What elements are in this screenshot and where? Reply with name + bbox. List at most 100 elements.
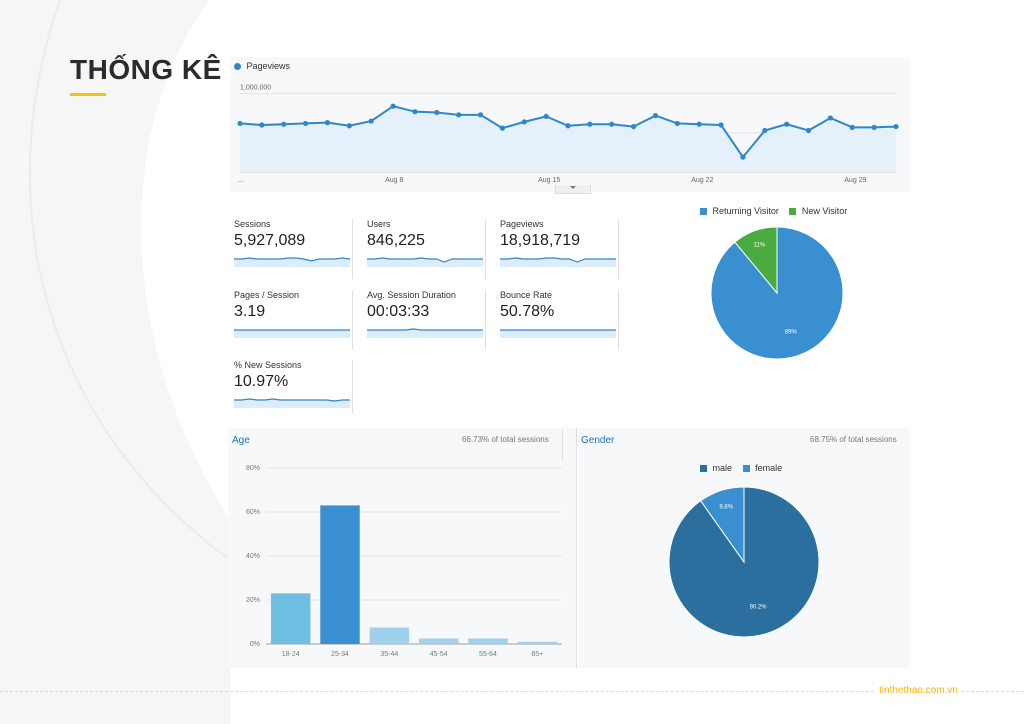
pageviews-point	[805, 127, 812, 134]
metric-value: 18,918,719	[500, 232, 581, 249]
age-y-tick: 80%	[246, 465, 260, 472]
age-note: 66.73% of total sessions	[462, 435, 549, 444]
sparkline-area	[367, 258, 483, 267]
chevron-down-icon	[570, 186, 576, 189]
pageviews-point	[827, 115, 834, 121]
visitor-legend: Returning Visitor New Visitor	[700, 206, 847, 216]
metric-card[interactable]: Pageviews 18,918,719	[496, 219, 619, 279]
female-slice	[699, 486, 745, 564]
new-visitor-label: New Visitor	[801, 206, 848, 216]
metric-label: Pageviews	[500, 219, 544, 229]
sparkline-line	[367, 328, 483, 331]
metric-card[interactable]: Avg. Session Duration 00:03:33	[363, 290, 486, 350]
age-x-tick: 55-64	[479, 651, 497, 658]
pageviews-point	[762, 127, 768, 134]
age-x-tick: 35-44	[380, 651, 398, 658]
age-bar-chart: 80% 60% 40% 20% 0% 18-24 25-34 35-44 45-54 55-64 6…	[246, 465, 562, 658]
metric-card[interactable]: Sessions 5,927,089	[230, 219, 353, 279]
metric-sparkline	[234, 329, 350, 338]
age-bar	[270, 593, 311, 644]
returning-visitor-label: Returning Visitor	[712, 206, 779, 216]
section-divider	[576, 428, 577, 668]
returning-visitor-swatch	[700, 208, 707, 216]
pageviews-point	[893, 123, 899, 130]
metric-label: Avg. Session Duration	[367, 290, 456, 300]
sparkline-area	[367, 329, 483, 338]
pageviews-point	[718, 122, 724, 128]
male-label: male	[712, 463, 733, 473]
pageviews-point	[412, 109, 418, 115]
metric-card[interactable]: % New Sessions 10.97%	[230, 360, 353, 414]
age-title: Age	[232, 435, 250, 446]
sparkline-area	[234, 330, 350, 338]
sparkline-line	[500, 257, 616, 263]
metric-card[interactable]: Pages / Session 3.19	[230, 290, 353, 350]
pageviews-x-tick: Aug 8	[385, 177, 403, 184]
metric-card[interactable]: Users 846,225	[363, 219, 486, 279]
age-bar	[517, 641, 558, 644]
gender-pie-chart: 90.2% 9.8%	[668, 486, 820, 638]
age-y-tick: 40%	[246, 553, 260, 560]
metric-label: Bounce Rate	[500, 290, 553, 300]
metric-sparkline	[500, 329, 616, 338]
title-underline	[70, 93, 106, 96]
pageviews-point	[652, 113, 659, 119]
visitor-pie-chart: 89% 11%	[710, 226, 844, 360]
metric-sparkline	[234, 398, 350, 408]
pageviews-point	[259, 122, 265, 128]
metric-sparkline	[367, 257, 483, 267]
age-x-tick: 18-24	[282, 651, 300, 658]
pageviews-point	[346, 123, 352, 129]
gender-title: Gender	[581, 435, 615, 446]
age-bar	[320, 505, 360, 644]
metric-label: % New Sessions	[234, 360, 302, 370]
pageviews-legend-label: Pageviews	[246, 61, 291, 71]
age-x-tick: 65+	[531, 651, 543, 658]
metric-value: 3.19	[234, 303, 266, 320]
gender-note: 68.75% of total sessions	[810, 435, 897, 444]
pageviews-point	[849, 124, 855, 130]
footer-divider	[0, 691, 1024, 692]
age-bar	[369, 627, 410, 644]
metric-value: 10.97%	[234, 373, 289, 390]
age-bar	[418, 638, 459, 644]
sparkline-line	[367, 257, 483, 263]
returning-visitor-slice-label: 89%	[785, 330, 798, 336]
metric-value: 5,927,089	[234, 232, 306, 249]
metric-card[interactable]: Bounce Rate 50.78%	[496, 290, 619, 350]
metric-label: Sessions	[234, 219, 271, 229]
sparkline-line	[234, 398, 350, 402]
pageviews-point	[609, 121, 615, 127]
pageviews-point	[499, 125, 505, 131]
pageviews-point	[631, 123, 637, 130]
age-y-tick: 20%	[246, 597, 260, 604]
pageviews-x-tick: ...	[238, 177, 244, 184]
pageviews-point	[674, 120, 680, 127]
page-title: THỐNG KÊ	[70, 54, 222, 85]
metric-value: 00:03:33	[367, 303, 430, 320]
footer-site: tinthethao.com.vn	[875, 685, 962, 696]
sparkline-area	[234, 258, 350, 267]
pageviews-area	[240, 106, 896, 172]
metric-label: Users	[367, 219, 391, 229]
pageviews-point	[587, 121, 593, 127]
metric-value: 50.78%	[500, 303, 555, 320]
age-bar	[468, 638, 508, 644]
age-header-divider	[562, 430, 563, 460]
pageviews-legend: Pageviews	[234, 61, 290, 71]
age-y-tick: 60%	[246, 509, 260, 516]
sparkline-area	[500, 258, 616, 267]
metric-sparkline	[500, 257, 616, 267]
chart-collapse-handle[interactable]	[555, 185, 591, 194]
age-x-tick: 45-54	[430, 651, 448, 658]
metric-value: 846,225	[367, 232, 425, 249]
metric-label: Pages / Session	[234, 290, 300, 300]
new-visitor-swatch	[789, 208, 797, 216]
female-slice-label: 9.8%	[719, 504, 733, 510]
pageviews-point	[740, 154, 746, 160]
female-label: female	[755, 463, 783, 473]
age-x-tick: 25-34	[331, 651, 349, 658]
pageviews-point	[565, 123, 571, 129]
